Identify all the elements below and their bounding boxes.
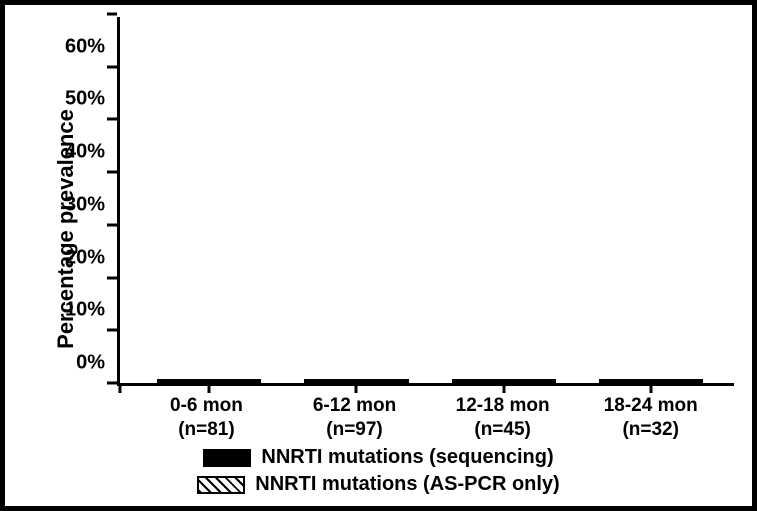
chart-frame: Percentage prevalence 0% 10% 20% 30% 40% 50% 6… — [0, 0, 757, 511]
legend-swatch — [197, 476, 245, 494]
y-tick-mark — [107, 118, 117, 121]
x-tick-label-bottom: (n=97) — [313, 418, 396, 442]
plot-row: 0%10%20%30%40%50%60%70% — [57, 17, 734, 386]
legend: NNRTI mutations (sequencing) NNRTI mutati… — [23, 446, 734, 496]
x-axis-row: 0-6 mon(n=81) 6-12 mon(n=97) 12-18 mon(n=4… — [57, 386, 734, 440]
x-tick-label: 6-12 mon(n=97) — [313, 394, 396, 442]
y-tick-mark — [107, 171, 117, 174]
legend-item: NNRTI mutations (sequencing) — [203, 446, 553, 469]
y-axis-label-container: Percentage prevalence — [23, 17, 57, 440]
y-tick-mark — [107, 276, 117, 279]
x-axis-spacer — [57, 386, 117, 440]
legend-swatch — [203, 449, 251, 467]
x-tick-label: 18-24 mon(n=32) — [604, 394, 698, 442]
y-tick-mark — [107, 223, 117, 226]
x-tick-label: 12-18 mon(n=45) — [456, 394, 550, 442]
y-tick-mark — [107, 13, 117, 16]
x-tick-label-top: 18-24 mon — [604, 394, 698, 418]
legend-label: NNRTI mutations (sequencing) — [261, 446, 553, 469]
x-tick-label-bottom: (n=45) — [456, 418, 550, 442]
legend-label: NNRTI mutations (AS-PCR only) — [255, 473, 559, 496]
x-axis-ticks: 0-6 mon(n=81) 6-12 mon(n=97) 12-18 mon(n=4… — [117, 386, 734, 440]
legend-item: NNRTI mutations (AS-PCR only) — [197, 473, 559, 496]
y-tick-label: 40% — [65, 141, 105, 164]
y-tick-label: 50% — [65, 88, 105, 111]
x-tick-label-bottom: (n=81) — [170, 418, 243, 442]
y-tick-label: 20% — [65, 246, 105, 269]
y-tick-mark — [107, 65, 117, 68]
plot-container: 0%10%20%30%40%50%60%70% 0-6 mon(n=81)6-1… — [57, 17, 734, 440]
y-tick-label: 60% — [65, 35, 105, 58]
y-tick-label: 0% — [76, 352, 105, 375]
plot — [117, 17, 734, 386]
y-tick-label: 10% — [65, 299, 105, 322]
x-tick-label: 0-6 mon(n=81) — [170, 394, 243, 442]
x-tick-label-top: 12-18 mon — [456, 394, 550, 418]
y-tick-mark — [107, 382, 117, 385]
y-tick-label: 70% — [65, 0, 105, 6]
chart-area: Percentage prevalence 0% 10% 20% 30% 40% 50% 6… — [23, 17, 734, 440]
y-tick-label: 30% — [65, 193, 105, 216]
x-tick-label-top: 6-12 mon — [313, 394, 396, 418]
x-tick-label-bottom: (n=32) — [604, 418, 698, 442]
y-tick-mark — [107, 329, 117, 332]
x-tick-label-top: 0-6 mon — [170, 394, 243, 418]
y-axis-ticks: 0%10%20%30%40%50%60%70% — [57, 17, 117, 386]
